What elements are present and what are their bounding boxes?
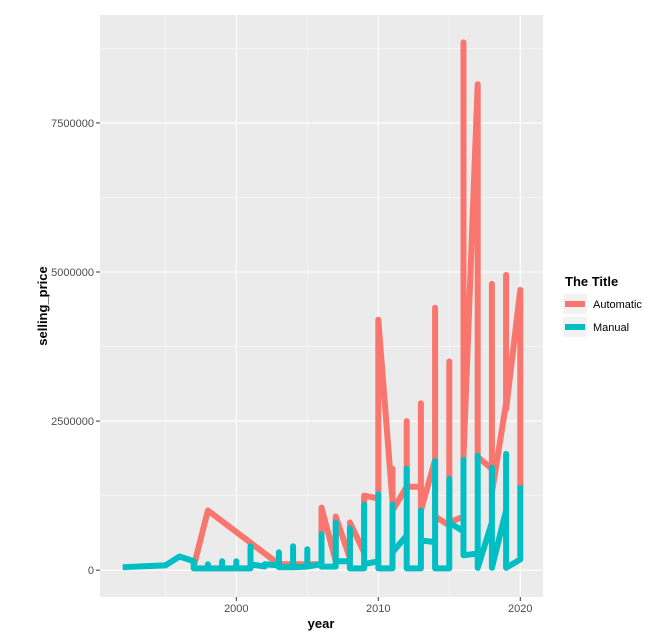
y-tick-label: 2500000	[51, 416, 94, 428]
series-line-manual	[122, 450, 524, 572]
legend-title: The Title	[565, 274, 618, 289]
series-lines	[122, 39, 524, 572]
y-axis-title: selling_price	[35, 266, 50, 345]
legend: The Title Automatic Manual	[563, 274, 642, 337]
x-axis-title: year	[308, 616, 335, 631]
legend-label-manual: Manual	[593, 322, 629, 334]
y-axis: 0 2500000 5000000 7500000	[51, 118, 100, 577]
series-line-automatic	[190, 39, 524, 568]
x-tick-label: 2010	[366, 603, 390, 615]
x-tick-label: 2000	[224, 603, 248, 615]
x-axis: 2000 2010 2020	[224, 597, 533, 615]
legend-label-automatic: Automatic	[593, 299, 642, 311]
x-tick-label: 2020	[508, 603, 532, 615]
y-tick-label: 7500000	[51, 118, 94, 130]
y-tick-label: 5000000	[51, 267, 94, 279]
y-tick-label: 0	[88, 565, 94, 577]
